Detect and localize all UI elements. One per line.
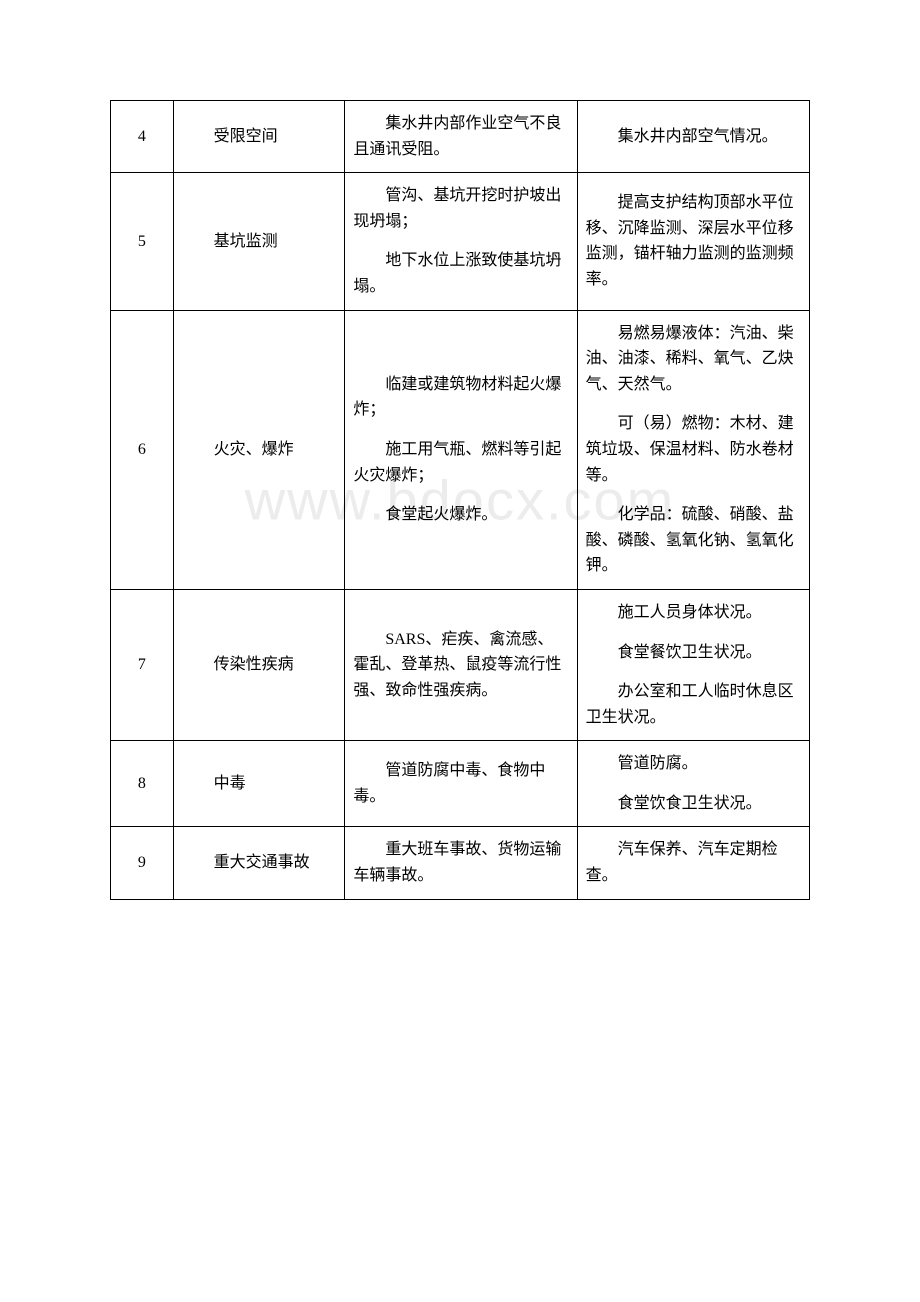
category-text: 传染性疾病 — [182, 652, 337, 678]
category-cell: 传染性疾病 — [173, 589, 345, 740]
row-number-cell: 8 — [111, 741, 174, 827]
monitor-cell: 提高支护结构顶部水平位移、沉降监测、深层水平位移监测，锚杆轴力监测的监测频率。 — [577, 173, 809, 310]
description-cell: 集水井内部作业空气不良且通讯受阻。 — [345, 101, 577, 173]
description-cell: 管道防腐中毒、食物中毒。 — [345, 741, 577, 827]
table-row: 8 中毒 管道防腐中毒、食物中毒。 管道防腐。食堂饮食卫生状况。 — [111, 741, 810, 827]
desc-paragraph: 施工用气瓶、燃料等引起火灾爆炸； — [353, 437, 568, 488]
monitor-cell: 管道防腐。食堂饮食卫生状况。 — [577, 741, 809, 827]
description-cell: SARS、疟疾、禽流感、霍乱、登革热、鼠疫等流行性强、致命性强疾病。 — [345, 589, 577, 740]
desc-paragraph: 管沟、基坑开挖时护坡出现坍塌； — [353, 183, 568, 234]
desc-paragraph: 管道防腐中毒、食物中毒。 — [353, 758, 568, 809]
table-row: 9 重大交通事故 重大班车事故、货物运输车辆事故。 汽车保养、汽车定期检查。 — [111, 827, 810, 899]
monitor-paragraph: 提高支护结构顶部水平位移、沉降监测、深层水平位移监测，锚杆轴力监测的监测频率。 — [586, 190, 801, 292]
category-cell: 重大交通事故 — [173, 827, 345, 899]
row-number-cell: 5 — [111, 173, 174, 310]
monitor-cell: 施工人员身体状况。食堂餐饮卫生状况。办公室和工人临时休息区卫生状况。 — [577, 589, 809, 740]
monitor-paragraph: 食堂饮食卫生状况。 — [586, 791, 801, 817]
desc-paragraph: 集水井内部作业空气不良且通讯受阻。 — [353, 111, 568, 162]
monitor-paragraph: 易燃易爆液体：汽油、柴油、油漆、稀料、氧气、乙炔气、天然气。 — [586, 321, 801, 398]
monitor-paragraph: 管道防腐。 — [586, 751, 801, 777]
description-cell: 管沟、基坑开挖时护坡出现坍塌； 地下水位上涨致使基坑坍塌。 — [345, 173, 577, 310]
row-number-cell: 6 — [111, 310, 174, 589]
category-cell: 火灾、爆炸 — [173, 310, 345, 589]
monitor-paragraph: 办公室和工人临时休息区卫生状况。 — [586, 679, 801, 730]
desc-paragraph: 地下水位上涨致使基坑坍塌。 — [353, 248, 568, 299]
table-body: 4 受限空间 集水井内部作业空气不良且通讯受阻。 集水井内部空气情况。 5 基坑… — [111, 101, 810, 900]
row-number-cell: 9 — [111, 827, 174, 899]
category-text: 重大交通事故 — [182, 850, 337, 876]
monitor-paragraph: 食堂餐饮卫生状况。 — [586, 640, 801, 666]
monitor-paragraph: 集水井内部空气情况。 — [586, 124, 801, 150]
category-text: 基坑监测 — [182, 229, 337, 255]
description-cell: 重大班车事故、货物运输车辆事故。 — [345, 827, 577, 899]
monitor-paragraph: 汽车保养、汽车定期检查。 — [586, 837, 801, 888]
monitor-paragraph: 化学品：硫酸、硝酸、盐酸、磷酸、氢氧化钠、氢氧化钾。 — [586, 502, 801, 579]
category-cell: 中毒 — [173, 741, 345, 827]
description-cell: 临建或建筑物材料起火爆炸； 施工用气瓶、燃料等引起火灾爆炸； 食堂起火爆炸。 — [345, 310, 577, 589]
category-text: 中毒 — [182, 771, 337, 797]
table-row: 7 传染性疾病 SARS、疟疾、禽流感、霍乱、登革热、鼠疫等流行性强、致命性强疾… — [111, 589, 810, 740]
category-text: 受限空间 — [182, 124, 337, 150]
row-number-cell: 4 — [111, 101, 174, 173]
monitor-cell: 易燃易爆液体：汽油、柴油、油漆、稀料、氧气、乙炔气、天然气。可（易）燃物：木材、… — [577, 310, 809, 589]
monitor-paragraph: 可（易）燃物：木材、建筑垃圾、保温材料、防水卷材等。 — [586, 411, 801, 488]
category-cell: 基坑监测 — [173, 173, 345, 310]
desc-paragraph: 食堂起火爆炸。 — [353, 502, 568, 528]
desc-paragraph: 重大班车事故、货物运输车辆事故。 — [353, 837, 568, 888]
monitor-cell: 汽车保养、汽车定期检查。 — [577, 827, 809, 899]
table-row: 4 受限空间 集水井内部作业空气不良且通讯受阻。 集水井内部空气情况。 — [111, 101, 810, 173]
table-row: 6 火灾、爆炸 临建或建筑物材料起火爆炸； 施工用气瓶、燃料等引起火灾爆炸； 食堂起… — [111, 310, 810, 589]
category-cell: 受限空间 — [173, 101, 345, 173]
desc-paragraph: 临建或建筑物材料起火爆炸； — [353, 372, 568, 423]
monitor-cell: 集水井内部空气情况。 — [577, 101, 809, 173]
category-text: 火灾、爆炸 — [182, 437, 337, 463]
table-row: 5 基坑监测 管沟、基坑开挖时护坡出现坍塌； 地下水位上涨致使基坑坍塌。 提高支护… — [111, 173, 810, 310]
risk-table: 4 受限空间 集水井内部作业空气不良且通讯受阻。 集水井内部空气情况。 5 基坑… — [110, 100, 810, 900]
monitor-paragraph: 施工人员身体状况。 — [586, 600, 801, 626]
row-number-cell: 7 — [111, 589, 174, 740]
desc-paragraph: SARS、疟疾、禽流感、霍乱、登革热、鼠疫等流行性强、致命性强疾病。 — [353, 627, 568, 704]
